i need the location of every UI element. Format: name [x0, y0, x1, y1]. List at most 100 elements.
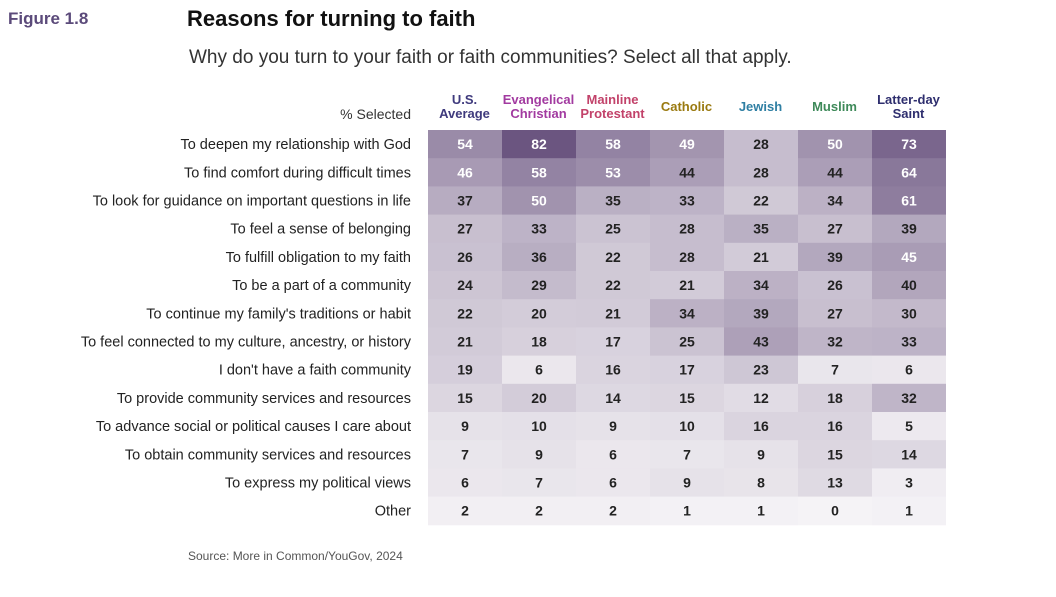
cell-value-label: 7 [535, 475, 543, 491]
heatmap-cell [650, 440, 724, 469]
cell-value-label: 43 [753, 334, 769, 350]
heatmap-cell [428, 412, 502, 441]
cell-value-label: 33 [901, 334, 917, 350]
cell-value-label: 10 [679, 418, 695, 434]
heatmap-cell [724, 355, 798, 385]
column-header: Muslim [812, 99, 857, 114]
heatmap-cell [798, 214, 872, 244]
cell-value-label: 58 [605, 136, 621, 152]
cell-value-label: 37 [457, 193, 473, 209]
row-label: To fulfill obligation to my faith [226, 250, 411, 266]
cell-value-label: 36 [531, 249, 547, 265]
cell-value-label: 50 [827, 136, 843, 152]
heatmap-cell [428, 299, 502, 328]
heatmap-cell [650, 214, 724, 244]
heatmap-cell [650, 496, 724, 526]
heatmap-cell [576, 186, 650, 216]
heatmap-cell [576, 355, 650, 385]
heatmap-cell [798, 242, 872, 272]
column-header: Mainline [586, 92, 638, 107]
cell-value-label: 21 [457, 334, 473, 350]
cell-value-label: 6 [535, 362, 543, 378]
cell-value-label: 5 [905, 418, 913, 434]
cell-value-label: 33 [679, 193, 695, 209]
heatmap-cell [872, 271, 946, 300]
heatmap-cell [798, 327, 872, 357]
heatmap-cell [872, 130, 946, 159]
heatmap-cell [428, 383, 502, 413]
heatmap-cell [724, 158, 798, 187]
heatmap-cell [428, 242, 502, 272]
heatmap-cell [502, 271, 576, 300]
heatmap-cell [576, 383, 650, 413]
heatmap-cell [798, 383, 872, 413]
cell-value-label: 14 [901, 446, 917, 462]
row-label: To feel a sense of belonging [230, 222, 411, 238]
cell-value-label: 27 [457, 221, 473, 237]
heatmap-cell [724, 299, 798, 328]
heatmap-cell [428, 468, 502, 498]
cell-value-label: 27 [827, 305, 843, 321]
heatmap-cell [798, 186, 872, 216]
heatmap-cell [724, 440, 798, 469]
cell-value-label: 19 [457, 362, 473, 378]
heatmap-cell [428, 271, 502, 300]
source-note: Source: More in Common/YouGov, 2024 [188, 549, 403, 563]
cell-value-label: 53 [605, 164, 621, 180]
heatmap-cell [650, 355, 724, 385]
heatmap-cell [798, 496, 872, 526]
cell-value-label: 20 [531, 305, 547, 321]
cell-value-label: 2 [461, 503, 469, 519]
cell-value-label: 21 [679, 277, 695, 293]
heatmap-cell [872, 468, 946, 498]
figure-label: Figure 1.8 [8, 9, 89, 28]
cell-value-label: 22 [605, 277, 621, 293]
column-header: Saint [893, 106, 925, 121]
cell-value-label: 34 [679, 305, 695, 321]
cell-value-label: 28 [753, 164, 769, 180]
heatmap-cell [872, 412, 946, 441]
heatmap-cell [724, 383, 798, 413]
heatmap-cell [650, 186, 724, 216]
cell-value-label: 15 [679, 390, 695, 406]
heatmap-cell [798, 440, 872, 469]
chart-title: Reasons for turning to faith [187, 6, 476, 31]
cell-value-label: 35 [605, 193, 621, 209]
column-header: Jewish [739, 99, 782, 114]
cell-value-label: 28 [679, 249, 695, 265]
heatmap-cell [502, 383, 576, 413]
heatmap-cell [650, 412, 724, 441]
heatmap-cell [872, 327, 946, 357]
cell-value-label: 35 [753, 221, 769, 237]
heatmap-cell [576, 468, 650, 498]
heatmap-cell [428, 186, 502, 216]
heatmap-cell [428, 355, 502, 385]
cell-value-label: 9 [757, 446, 765, 462]
heatmap-cell [576, 271, 650, 300]
row-labels: To deepen my relationship with God To fin… [81, 137, 412, 520]
cell-value-label: 0 [831, 503, 839, 519]
heatmap-cell [576, 158, 650, 187]
cell-value-label: 18 [531, 334, 547, 350]
cell-value-label: 22 [753, 193, 769, 209]
heatmap-cell [428, 130, 502, 159]
cell-value-label: 61 [901, 193, 917, 209]
heatmap-cell [724, 214, 798, 244]
cell-value-label: 3 [905, 475, 913, 491]
cell-value-label: 30 [901, 305, 917, 321]
cell-value-label: 25 [679, 334, 695, 350]
cell-value-label: 44 [679, 164, 695, 180]
cell-value-label: 22 [605, 249, 621, 265]
heatmap-cell [650, 299, 724, 328]
cell-value-label: 73 [901, 136, 917, 152]
heatmap-cell [872, 186, 946, 216]
heatmap-cell [872, 242, 946, 272]
heatmap-cell [872, 214, 946, 244]
cell-value-label: 34 [827, 193, 843, 209]
cell-value-label: 27 [827, 221, 843, 237]
heatmap-cell [872, 383, 946, 413]
heatmap-cell [502, 412, 576, 441]
cell-value-label: 32 [901, 390, 917, 406]
cell-value-label: 7 [683, 446, 691, 462]
